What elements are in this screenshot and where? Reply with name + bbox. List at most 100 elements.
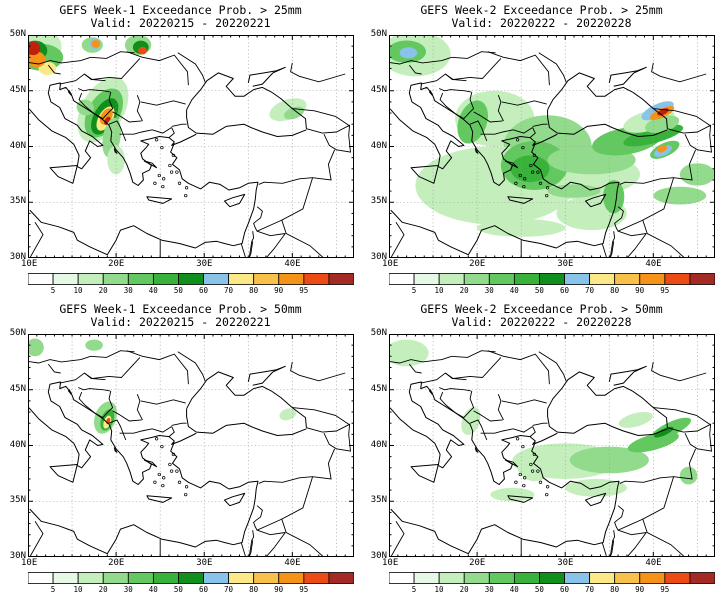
probability-area bbox=[477, 219, 566, 237]
country-border bbox=[112, 410, 142, 422]
colorbar-label: 90 bbox=[635, 585, 645, 594]
probability-area bbox=[399, 47, 418, 59]
islet bbox=[184, 492, 188, 497]
country-border bbox=[281, 476, 325, 557]
colorbar-segment bbox=[463, 273, 490, 285]
colorbar-segment bbox=[413, 273, 440, 285]
country-border bbox=[651, 361, 707, 382]
coastlines bbox=[389, 66, 715, 258]
country-border bbox=[177, 52, 206, 82]
coastline bbox=[247, 365, 286, 386]
colorbar-segment bbox=[253, 572, 280, 584]
country-border bbox=[108, 419, 127, 441]
colorbar-segment bbox=[589, 572, 616, 584]
country-border bbox=[265, 233, 286, 258]
colorbar-segment bbox=[664, 273, 691, 285]
colorbar-segment bbox=[152, 273, 179, 285]
country-border bbox=[473, 410, 503, 422]
probability-area bbox=[654, 426, 674, 438]
country-border bbox=[47, 363, 61, 374]
islet bbox=[153, 480, 157, 484]
lon-label: 40E bbox=[645, 558, 662, 568]
country-border bbox=[240, 243, 247, 258]
colorbar-label: 40 bbox=[148, 585, 158, 594]
country-border bbox=[102, 91, 114, 119]
islet bbox=[154, 437, 159, 441]
islet bbox=[532, 153, 537, 158]
colorbar-segment bbox=[127, 572, 154, 584]
islet bbox=[522, 184, 526, 189]
lat-label: 50N bbox=[9, 29, 26, 39]
country-border bbox=[651, 62, 707, 83]
lon-label: 10E bbox=[382, 558, 399, 568]
colorbar-segment bbox=[689, 273, 715, 285]
coastlines bbox=[389, 365, 715, 557]
country-border bbox=[47, 64, 61, 75]
country-border bbox=[78, 387, 110, 392]
lon-label: 10E bbox=[21, 558, 38, 568]
probability-area bbox=[618, 411, 653, 428]
colorbar-segment bbox=[639, 572, 666, 584]
islet bbox=[536, 170, 540, 174]
lat-label: 35N bbox=[370, 495, 387, 506]
country-border bbox=[439, 391, 465, 418]
coastline bbox=[390, 442, 620, 555]
lat-label: 40N bbox=[9, 439, 26, 450]
map-frame bbox=[28, 334, 354, 557]
country-border bbox=[78, 88, 110, 93]
lon-label: 30E bbox=[557, 259, 574, 269]
colorbar-label: 95 bbox=[299, 286, 309, 295]
country-border bbox=[420, 73, 467, 85]
colorbar-label: 50 bbox=[534, 585, 544, 594]
probability-area bbox=[38, 61, 57, 76]
coastline bbox=[196, 422, 307, 436]
islet bbox=[157, 472, 161, 477]
colorbar-label: 10 bbox=[73, 585, 83, 594]
colorbar-segment bbox=[303, 572, 330, 584]
islet bbox=[162, 476, 166, 480]
island-outline bbox=[474, 447, 479, 453]
colorbar-label: 20 bbox=[98, 286, 108, 295]
probability-area bbox=[107, 145, 125, 175]
colorbar-segment bbox=[253, 273, 280, 285]
colorbar-segment bbox=[639, 273, 666, 285]
islet bbox=[171, 452, 176, 457]
islet bbox=[154, 138, 159, 142]
colorbar-label: 5 bbox=[411, 286, 417, 295]
country-border bbox=[601, 542, 608, 557]
country-border bbox=[29, 521, 44, 557]
probability-area bbox=[85, 339, 103, 351]
country-border bbox=[619, 448, 697, 484]
coastline bbox=[196, 123, 307, 137]
map-frame bbox=[389, 35, 715, 258]
colorbar-segment bbox=[28, 572, 54, 584]
country-border bbox=[619, 149, 697, 185]
coastline bbox=[557, 422, 668, 436]
coastline bbox=[247, 66, 286, 87]
islet bbox=[161, 184, 165, 189]
country-border bbox=[469, 419, 488, 441]
colorbar-label: 5 bbox=[411, 585, 417, 594]
coastline bbox=[557, 123, 668, 137]
island-outline bbox=[410, 165, 439, 184]
colorbar bbox=[28, 273, 354, 285]
map-panel-4: GEFS Week-2 Exceedance Prob. > 50mm Vali… bbox=[361, 299, 722, 598]
coastline bbox=[389, 82, 465, 170]
lat-label: 35N bbox=[370, 196, 387, 207]
island-outline bbox=[474, 148, 479, 154]
country-border bbox=[626, 233, 647, 258]
island-outline bbox=[504, 160, 519, 169]
country-border bbox=[390, 222, 405, 258]
country-border bbox=[463, 91, 475, 119]
country-border bbox=[408, 64, 422, 75]
lat-label: 35N bbox=[9, 495, 26, 506]
island-outline bbox=[410, 464, 439, 483]
country-border bbox=[28, 56, 91, 65]
colorbar-segment bbox=[438, 572, 465, 584]
colorbar-segment bbox=[278, 572, 305, 584]
coastline bbox=[608, 66, 647, 87]
colorbar-segment bbox=[328, 273, 354, 285]
country-border bbox=[497, 394, 504, 421]
country-border bbox=[171, 422, 187, 426]
colorbar-label: 50 bbox=[173, 286, 183, 295]
